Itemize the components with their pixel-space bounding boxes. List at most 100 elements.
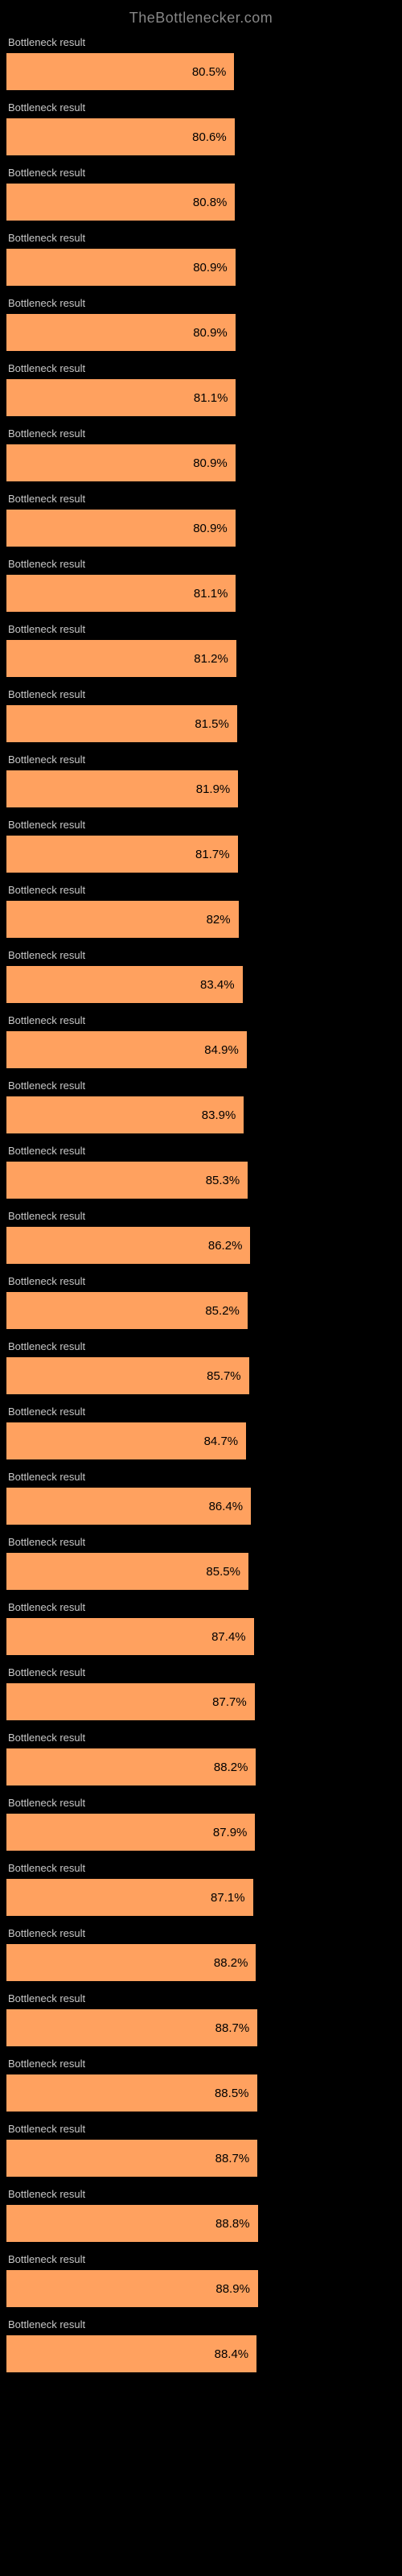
- bar-row: Bottleneck result86.2%: [6, 1210, 396, 1264]
- bar-fill: 83.9%: [6, 1096, 244, 1133]
- bar-value: 80.9%: [193, 261, 228, 275]
- bar-fill: 81.1%: [6, 575, 236, 612]
- bar-row: Bottleneck result85.7%: [6, 1340, 396, 1394]
- bar-row: Bottleneck result80.8%: [6, 167, 396, 221]
- bar-track: 88.7%: [6, 2140, 289, 2177]
- bar-row: Bottleneck result88.5%: [6, 2058, 396, 2112]
- bar-label: Bottleneck result: [6, 1797, 396, 1809]
- bar-label: Bottleneck result: [6, 623, 396, 635]
- bar-track: 84.7%: [6, 1422, 289, 1459]
- bar-track: 88.5%: [6, 2074, 289, 2112]
- bar-track: 88.7%: [6, 2009, 289, 2046]
- bar-track: 80.6%: [6, 118, 289, 155]
- bar-track: 80.8%: [6, 184, 289, 221]
- bar-fill: 80.8%: [6, 184, 235, 221]
- bar-label: Bottleneck result: [6, 1275, 396, 1287]
- bar-fill: 85.5%: [6, 1553, 248, 1590]
- bar-row: Bottleneck result 81.1%: [6, 558, 396, 612]
- bar-value: 88.9%: [215, 2282, 250, 2296]
- bottleneck-chart: Bottleneck result80.5%Bottleneck result8…: [0, 36, 402, 2400]
- bar-row: Bottleneck result88.2%: [6, 1732, 396, 1785]
- bar-row: Bottleneck result 82%: [6, 884, 396, 938]
- bar-row: Bottleneck result88.2%: [6, 1927, 396, 1981]
- bar-track: 86.4%: [6, 1488, 289, 1525]
- bar-label: Bottleneck result: [6, 1536, 396, 1548]
- bar-row: Bottleneck result87.1%: [6, 1862, 396, 1916]
- bar-value: 81.9%: [196, 782, 231, 796]
- bar-value: 87.7%: [212, 1695, 247, 1709]
- bar-track: 85.5%: [6, 1553, 289, 1590]
- bar-fill: 86.4%: [6, 1488, 251, 1525]
- bar-fill: 80.9%: [6, 444, 236, 481]
- bar-value: 81.7%: [195, 848, 230, 861]
- bar-track: 81.1%: [6, 575, 289, 612]
- bar-label: Bottleneck result: [6, 297, 396, 309]
- bar-row: Bottleneck result 88.7%: [6, 1992, 396, 2046]
- bar-label: Bottleneck result: [6, 1210, 396, 1222]
- bar-track: 80.9%: [6, 314, 289, 351]
- bar-value: 80.5%: [192, 65, 227, 79]
- bar-track: 80.9%: [6, 249, 289, 286]
- bar-fill: 83.4%: [6, 966, 243, 1003]
- bar-track: 85.7%: [6, 1357, 289, 1394]
- bar-track: 85.3%: [6, 1162, 289, 1199]
- bar-value: 88.4%: [215, 2347, 249, 2361]
- bar-track: 88.2%: [6, 1748, 289, 1785]
- bar-value: 80.8%: [193, 196, 228, 209]
- bar-label: Bottleneck result: [6, 1471, 396, 1483]
- bar-label: Bottleneck result: [6, 1992, 396, 2004]
- bar-label: Bottleneck result: [6, 1145, 396, 1157]
- bar-track: 87.1%: [6, 1879, 289, 1916]
- bar-row: Bottleneck result87.7%: [6, 1666, 396, 1720]
- bar-fill: 88.7%: [6, 2009, 257, 2046]
- bar-row: Bottleneck result 87.4%: [6, 1601, 396, 1655]
- page-title: TheBottlenecker.com: [0, 6, 402, 36]
- bar-fill: 80.9%: [6, 314, 236, 351]
- bar-value: 85.5%: [206, 1565, 240, 1579]
- bar-fill: 82%: [6, 901, 239, 938]
- bar-row: Bottleneck result81.5%: [6, 688, 396, 742]
- bar-label: Bottleneck result: [6, 558, 396, 570]
- bar-value: 87.1%: [211, 1891, 245, 1905]
- bar-track: 88.9%: [6, 2270, 289, 2307]
- bar-row: Bottleneck result 88.7%: [6, 2123, 396, 2177]
- bar-value: 81.5%: [195, 717, 229, 731]
- bar-fill: 81.7%: [6, 836, 238, 873]
- bar-track: 84.9%: [6, 1031, 289, 1068]
- bar-label: Bottleneck result: [6, 101, 396, 114]
- bar-row: Bottleneck result88.9%: [6, 2253, 396, 2307]
- bar-fill: 87.9%: [6, 1814, 255, 1851]
- bar-row: Bottleneck result 85.3%: [6, 1145, 396, 1199]
- bar-fill: 88.7%: [6, 2140, 257, 2177]
- bar-value: 81.2%: [194, 652, 228, 666]
- bar-row: Bottleneck result81.1%: [6, 362, 396, 416]
- bar-value: 88.7%: [215, 2152, 250, 2165]
- bar-label: Bottleneck result: [6, 362, 396, 374]
- bar-row: Bottleneck result80.9%: [6, 427, 396, 481]
- bar-row: Bottleneck result 81.2%: [6, 623, 396, 677]
- bar-label: Bottleneck result: [6, 2123, 396, 2135]
- bar-fill: 88.2%: [6, 1748, 256, 1785]
- bar-value: 85.2%: [205, 1304, 240, 1318]
- bar-label: Bottleneck result: [6, 232, 396, 244]
- bar-fill: 88.4%: [6, 2335, 256, 2372]
- bar-label: Bottleneck result: [6, 36, 396, 48]
- bar-value: 88.8%: [215, 2217, 250, 2231]
- bar-row: Bottleneck result 85.5%: [6, 1536, 396, 1590]
- bar-fill: 81.2%: [6, 640, 236, 677]
- bar-track: 80.9%: [6, 510, 289, 547]
- bar-track: 85.2%: [6, 1292, 289, 1329]
- bar-label: Bottleneck result: [6, 1406, 396, 1418]
- bar-label: Bottleneck result: [6, 1601, 396, 1613]
- bar-value: 85.3%: [206, 1174, 240, 1187]
- bar-fill: 87.4%: [6, 1618, 254, 1655]
- bar-value: 80.9%: [193, 522, 228, 535]
- bar-label: Bottleneck result: [6, 1014, 396, 1026]
- bar-fill: 80.9%: [6, 249, 236, 286]
- bar-track: 88.2%: [6, 1944, 289, 1981]
- bar-track: 87.4%: [6, 1618, 289, 1655]
- bar-value: 80.9%: [193, 326, 228, 340]
- bar-fill: 88.9%: [6, 2270, 258, 2307]
- bar-label: Bottleneck result: [6, 884, 396, 896]
- bar-value: 83.4%: [200, 978, 235, 992]
